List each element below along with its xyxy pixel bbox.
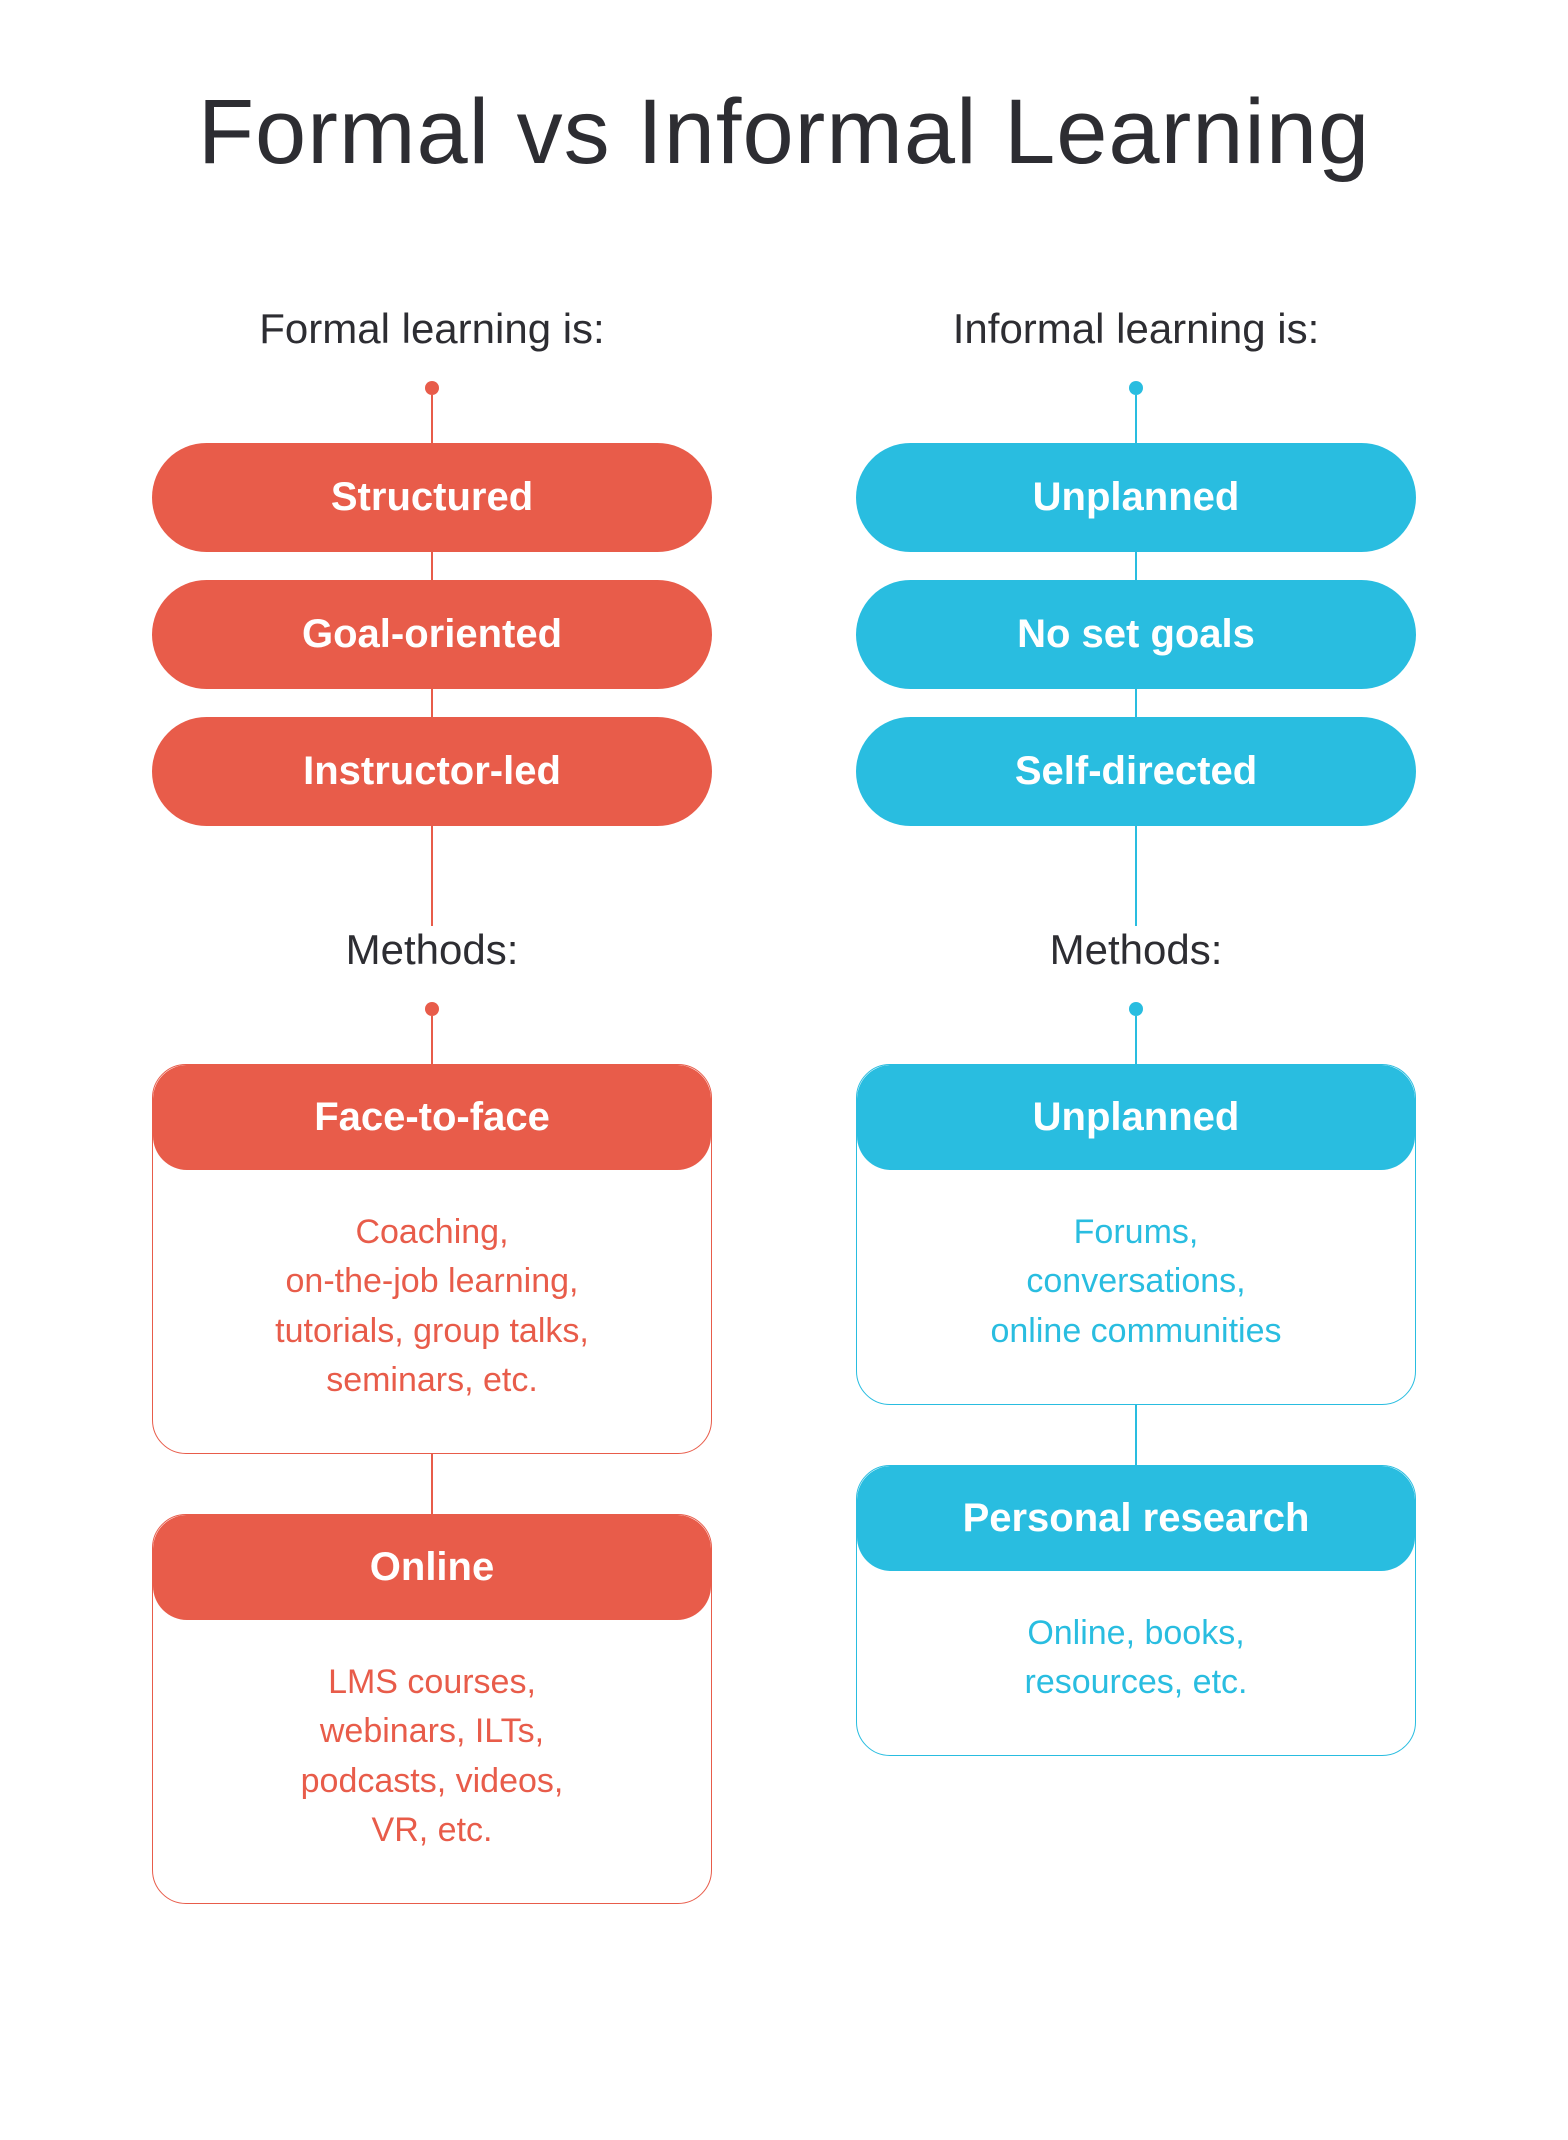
method-card-body: Forums,conversations,online communities [857, 1170, 1415, 1404]
connector-line [431, 395, 433, 443]
informal-method-card: Personal research Online, books,resource… [856, 1465, 1416, 1757]
informal-methods-heading: Methods: [1050, 926, 1223, 974]
informal-column: Informal learning is: Unplanned No set g… [856, 305, 1416, 1904]
formal-trait-pill: Instructor-led [152, 717, 712, 826]
connector-line [431, 826, 433, 926]
formal-method-card: Online LMS courses,webinars, ILTs,podcas… [152, 1514, 712, 1904]
method-card-title: Personal research [857, 1466, 1415, 1571]
formal-trait-pill: Goal-oriented [152, 580, 712, 689]
informal-trait-pill: Self-directed [856, 717, 1416, 826]
connector-dot-icon [1129, 381, 1143, 395]
informal-heading: Informal learning is: [953, 305, 1320, 353]
informal-trait-pill: No set goals [856, 580, 1416, 689]
connector-line [431, 689, 433, 717]
connector-line [1135, 1405, 1137, 1465]
columns-container: Formal learning is: Structured Goal-orie… [60, 305, 1508, 1904]
informal-method-card: Unplanned Forums,conversations,online co… [856, 1064, 1416, 1405]
formal-trait-pill: Structured [152, 443, 712, 552]
page-title: Formal vs Informal Learning [60, 80, 1508, 185]
method-card-body: Coaching,on-the-job learning,tutorials, … [153, 1170, 711, 1453]
formal-heading: Formal learning is: [259, 305, 604, 353]
formal-method-card: Face-to-face Coaching,on-the-job learnin… [152, 1064, 712, 1454]
method-card-body: LMS courses,webinars, ILTs,podcasts, vid… [153, 1620, 711, 1903]
connector-line [1135, 395, 1137, 443]
connector-line [1135, 689, 1137, 717]
connector-line [1135, 552, 1137, 580]
connector-line [431, 1016, 433, 1064]
connector-dot-icon [1129, 1002, 1143, 1016]
connector-dot-icon [425, 381, 439, 395]
connector-line [1135, 1016, 1137, 1064]
connector-line [431, 552, 433, 580]
method-card-title: Face-to-face [153, 1065, 711, 1170]
formal-column: Formal learning is: Structured Goal-orie… [152, 305, 712, 1904]
method-card-body: Online, books,resources, etc. [857, 1571, 1415, 1756]
formal-methods-heading: Methods: [346, 926, 519, 974]
informal-trait-pill: Unplanned [856, 443, 1416, 552]
connector-dot-icon [425, 1002, 439, 1016]
connector-line [431, 1454, 433, 1514]
method-card-title: Online [153, 1515, 711, 1620]
method-card-title: Unplanned [857, 1065, 1415, 1170]
connector-line [1135, 826, 1137, 926]
